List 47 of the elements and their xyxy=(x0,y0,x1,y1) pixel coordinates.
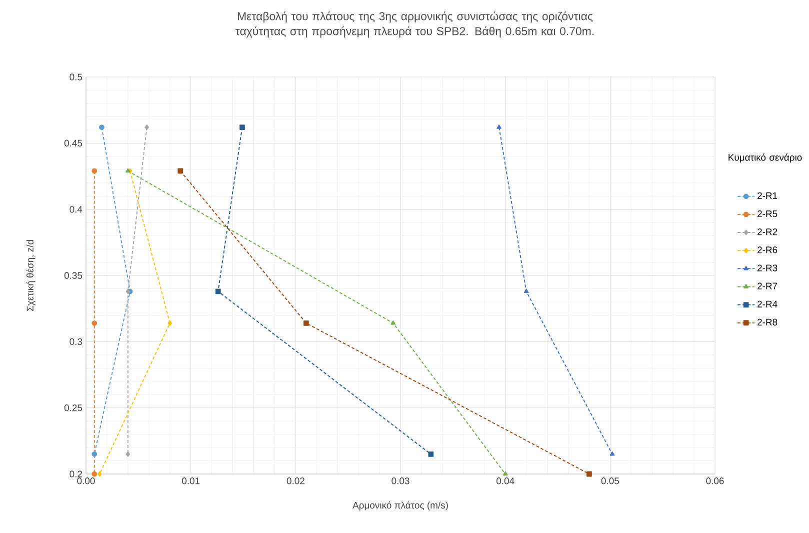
point xyxy=(92,320,98,326)
point xyxy=(240,124,245,130)
point xyxy=(92,471,98,477)
point xyxy=(502,471,508,476)
point xyxy=(99,124,104,130)
point xyxy=(496,124,502,129)
y-axis-title: Σχετική θέση, z/d xyxy=(26,240,36,311)
legend-label: 2-R4 xyxy=(758,300,778,308)
point xyxy=(144,124,149,130)
x-tick-label: 0.02 xyxy=(286,478,304,484)
legend-label: 2-R1 xyxy=(758,192,778,199)
legend-label: 2-R7 xyxy=(758,282,778,290)
point xyxy=(610,451,615,456)
point xyxy=(126,451,130,457)
point xyxy=(97,471,102,477)
y-tick-label: 0.35 xyxy=(64,272,82,279)
point xyxy=(586,471,592,477)
point xyxy=(92,168,98,174)
legend-label: 2-R8 xyxy=(758,318,778,326)
x-tick-label: 0.05 xyxy=(601,478,619,484)
x-tick-label: 0.06 xyxy=(706,478,724,484)
legend-label: 2-R3 xyxy=(758,264,778,272)
chart-title: Μεταβολή του πλάτους της 3ης αρμονικής συνιστώσας της οριζόντιας ταχύτητας στη προσήνεμη πλευρά του SPB2. Βάθη 0.65m και 0.70m. xyxy=(236,12,594,38)
y-tick-label: 0.45 xyxy=(64,140,82,147)
point xyxy=(303,320,309,326)
point xyxy=(168,320,172,326)
y-tick-label: 0.3 xyxy=(70,338,82,346)
point xyxy=(178,168,184,174)
legend-label: 2-R2 xyxy=(758,228,778,236)
x-tick-label: 0.00 xyxy=(77,478,95,484)
point xyxy=(524,288,529,293)
point xyxy=(390,320,396,325)
point xyxy=(126,288,130,294)
legend-label: 2-R5 xyxy=(758,210,778,218)
y-tick-label: 0.2 xyxy=(70,470,82,478)
point xyxy=(92,451,98,457)
x-tick-label: 0.04 xyxy=(496,478,514,484)
x-tick-label: 0.01 xyxy=(182,478,200,484)
x-axis-title: Αρμονικό πλάτος (m/s) xyxy=(352,501,448,510)
x-tick-label: 0.03 xyxy=(392,478,410,484)
y-tick-label: 0.4 xyxy=(70,206,82,213)
point xyxy=(215,288,221,294)
y-tick-label: 0.5 xyxy=(70,74,82,80)
point xyxy=(428,451,434,457)
y-tick-label: 0.25 xyxy=(64,404,82,412)
legend-label: 2-R6 xyxy=(758,246,778,254)
legend-title: Κυματικό σενάριο xyxy=(728,154,802,163)
